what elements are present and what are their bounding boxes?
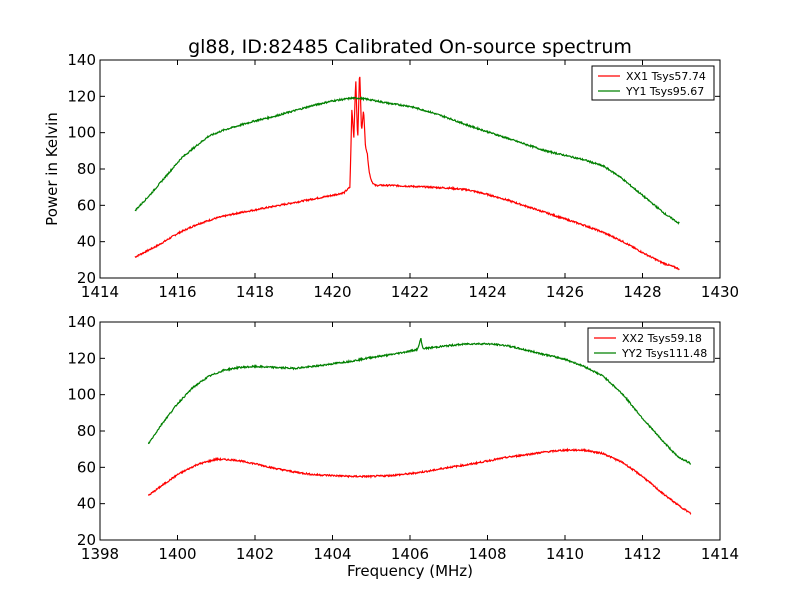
x-tick-label: 1402 [236, 545, 274, 563]
x-tick-label: 1410 [546, 545, 584, 563]
series-line-yy2 [147, 337, 691, 465]
legend-label: YY2 Tsys111.48 [621, 347, 707, 360]
x-tick-label: 1424 [468, 283, 506, 301]
bottom-spectrum-panel: 1398 1400 1402 1404 1406 1408 1410 1412 1414 20 40… [67, 313, 739, 563]
x-tick-label: 1428 [623, 283, 661, 301]
x-tick-label: 1414 [701, 545, 739, 563]
y-axis-label: Power in Kelvin [43, 112, 61, 226]
legend-label: XX2 Tsys59.18 [622, 332, 702, 345]
y-tick-label: 40 [77, 495, 96, 513]
y-tick-label: 60 [77, 196, 96, 214]
legend-label: XX1 Tsys57.74 [626, 70, 706, 83]
x-axis-label: Frequency (MHz) [347, 562, 473, 580]
y-tick-label: 100 [67, 386, 96, 404]
y-tick-label: 120 [67, 87, 96, 105]
x-tick-label: 1422 [391, 283, 429, 301]
x-tick-label: 1398 [81, 545, 119, 563]
x-tick-label: 1406 [391, 545, 429, 563]
legend: XX2 Tsys59.18 YY2 Tsys111.48 [587, 327, 715, 363]
x-tick-label: 1416 [158, 283, 196, 301]
legend-label: YY1 Tsys95.67 [625, 85, 704, 98]
y-tick-label: 140 [67, 313, 96, 331]
legend: XX1 Tsys57.74 YY1 Tsys95.67 [591, 65, 715, 101]
x-tick-label: 1430 [701, 283, 739, 301]
series-line-xx2 [147, 447, 692, 515]
y-tick-label: 40 [77, 233, 96, 251]
y-tick-label: 20 [77, 531, 96, 549]
figure-title: gl88, ID:82485 Calibrated On-source spec… [188, 36, 632, 58]
x-tick-label: 1426 [546, 283, 584, 301]
y-tick-label: 120 [67, 349, 96, 367]
y-tick-label: 100 [67, 124, 96, 142]
x-tick-label: 1414 [81, 283, 119, 301]
top-spectrum-panel: 1414 1416 1418 1420 1422 1424 1426 1428 1430 20 40… [67, 51, 739, 301]
legend-box [591, 65, 715, 101]
series-line-xx1 [134, 76, 680, 271]
x-tick-label: 1420 [313, 283, 351, 301]
y-tick-label: 140 [67, 51, 96, 69]
x-tick-label: 1404 [313, 545, 351, 563]
legend-box [587, 327, 715, 363]
x-tick-label: 1412 [623, 545, 661, 563]
x-tick-label: 1408 [468, 545, 506, 563]
x-tick-label: 1400 [158, 545, 196, 563]
y-tick-label: 80 [77, 160, 96, 178]
y-tick-label: 20 [77, 269, 96, 287]
series-line-yy1 [134, 96, 680, 225]
x-tick-label: 1418 [236, 283, 274, 301]
y-tick-label: 80 [77, 422, 96, 440]
y-tick-label: 60 [77, 458, 96, 476]
